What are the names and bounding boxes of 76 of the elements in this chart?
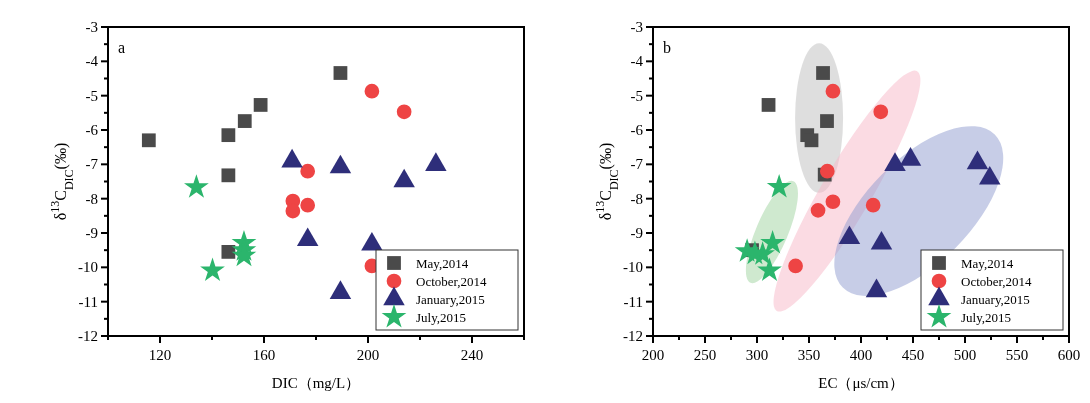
point (300, 163, 316, 179)
x-tick-label: 600 (1057, 347, 1081, 363)
y-tick-label: -5 (630, 87, 643, 104)
point (237, 114, 252, 128)
y-tick-label: -3 (630, 19, 643, 35)
point (820, 114, 834, 128)
point (819, 163, 835, 179)
x-axis-title: DIC（mg/L） (271, 375, 361, 391)
legend-label: July,2015 (416, 310, 467, 325)
point (816, 66, 830, 80)
y-tick-label: -12 (78, 328, 98, 344)
x-tick-label: 200 (641, 347, 665, 363)
annotation: a (118, 39, 126, 56)
y-tick-label: -8 (630, 190, 643, 207)
x-tick-label: 300 (745, 347, 769, 363)
point (757, 257, 782, 281)
point (873, 104, 889, 120)
x-tick-label: 120 (148, 347, 172, 363)
x-tick-label: 500 (953, 347, 977, 363)
legend-label: October,2014 (416, 274, 488, 289)
x-tick-label: 250 (693, 347, 717, 363)
point (333, 66, 348, 80)
y-tick-label: -7 (630, 156, 644, 173)
point (865, 197, 881, 213)
legend-label: October,2014 (961, 274, 1033, 289)
point (221, 128, 236, 143)
y-tick-label: -11 (78, 293, 98, 310)
point (788, 258, 803, 274)
legend-label: May,2014 (416, 256, 469, 271)
y-tick-label: -3 (85, 19, 98, 35)
y-tick-label: -4 (85, 53, 99, 70)
legend-label: January,2015 (416, 292, 485, 307)
point (825, 194, 841, 210)
legend-label: January,2015 (961, 292, 1030, 307)
y-tick-label: -8 (85, 190, 98, 207)
x-tick-label: 550 (1005, 347, 1029, 363)
point (761, 98, 776, 112)
point (766, 173, 792, 198)
y-tick-label: -7 (85, 156, 99, 173)
point (296, 227, 319, 247)
y-tick-label: -9 (85, 225, 98, 241)
point (810, 203, 826, 218)
y-tick-label: -6 (85, 122, 99, 138)
y-tick-label: -11 (623, 293, 643, 310)
point (253, 98, 268, 112)
point (396, 104, 412, 120)
point (141, 133, 156, 148)
legend-label: July,2015 (961, 310, 1012, 325)
point (221, 168, 236, 183)
y-tick-label: -10 (78, 259, 98, 276)
point (300, 197, 316, 213)
point (221, 244, 236, 259)
x-tick-label: 400 (849, 347, 873, 363)
y-tick-label: -6 (630, 122, 644, 138)
legend-label: May,2014 (961, 256, 1014, 271)
y-tick-label: -5 (85, 87, 98, 104)
x-tick-label: 240 (460, 347, 484, 363)
annotation: b (663, 39, 671, 56)
y-tick-label: -9 (630, 225, 643, 241)
x-tick-label: 160 (252, 347, 276, 363)
point (825, 83, 841, 99)
point (200, 257, 225, 281)
point (184, 174, 209, 198)
point (804, 133, 819, 148)
y-tick-label: -10 (623, 259, 643, 276)
y-tick-label: -12 (623, 328, 643, 344)
point (865, 278, 888, 298)
point (364, 83, 380, 99)
x-tick-label: 350 (797, 347, 821, 363)
x-tick-label: 450 (901, 347, 925, 363)
x-axis-title: EC（μs/cm） (818, 375, 904, 391)
point (760, 229, 785, 254)
point (838, 225, 861, 245)
point (329, 280, 352, 299)
y-tick-label: -4 (630, 53, 644, 70)
x-tick-label: 200 (356, 347, 380, 363)
